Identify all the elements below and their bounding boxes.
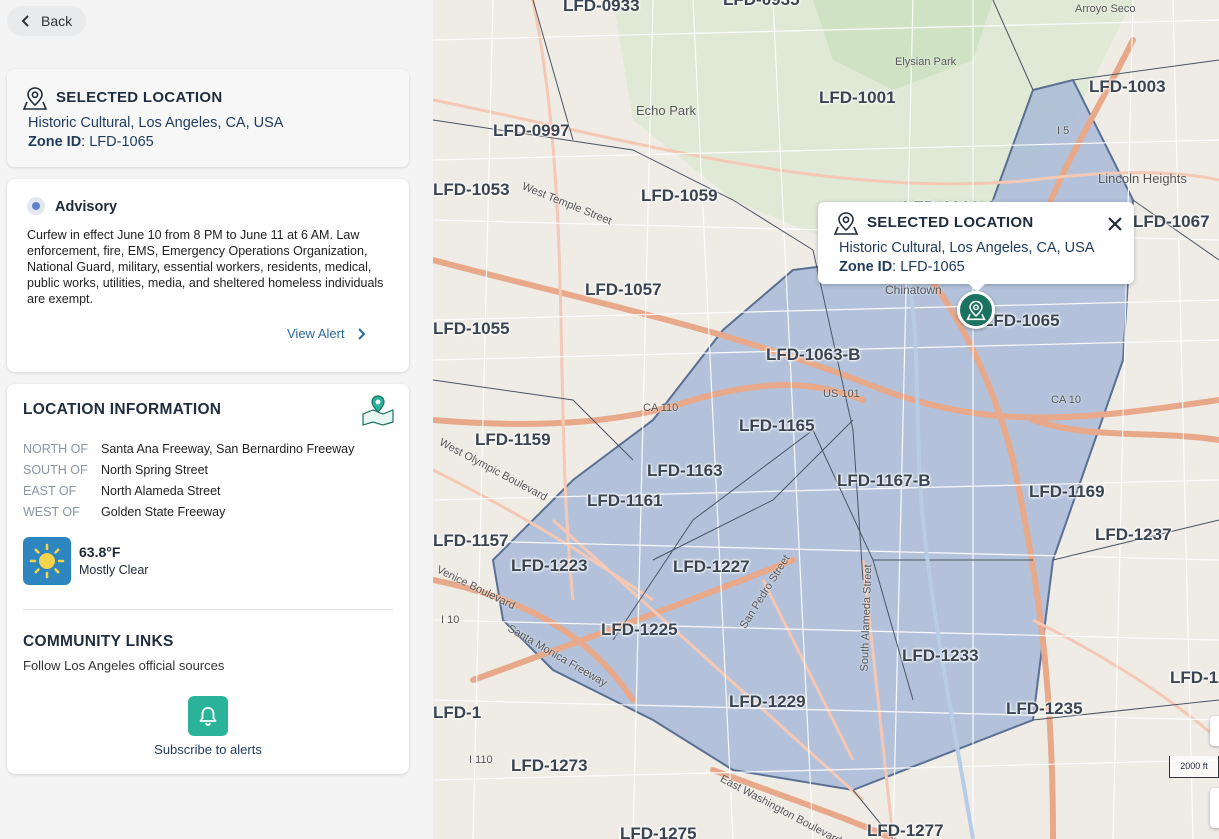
west-of-value: Golden State Freeway [101, 505, 226, 519]
side-panel: Back SELECTED LOCATION Historic Cultural… [0, 0, 433, 839]
map-location-icon [362, 395, 394, 426]
zone-label: LFD-1 [433, 703, 482, 722]
zone-label: LFD-1167-B [837, 471, 931, 490]
north-of-value: Santa Ana Freeway, San Bernardino Freewa… [101, 442, 355, 456]
zone-label: LFD-0935 [723, 0, 800, 10]
close-icon[interactable] [1106, 215, 1124, 233]
zone-label: LFD-1063-B [766, 345, 861, 364]
zone-id-label: Zone ID [28, 134, 82, 150]
zone-label: LFD-0933 [563, 0, 640, 15]
map-zoom-control[interactable] [1210, 788, 1219, 828]
zone-label: LFD-1227 [673, 557, 750, 576]
popup-title: SELECTED LOCATION [867, 214, 1034, 231]
view-alert-label: View Alert [287, 326, 345, 341]
popup-address: Historic Cultural, Los Angeles, CA, USA [839, 240, 1095, 256]
zone-label: LFD-1235 [1006, 699, 1083, 718]
subscribe-button[interactable] [188, 696, 228, 736]
weather-condition: Mostly Clear [79, 563, 149, 577]
zone-id: Zone ID: LFD-1065 [28, 134, 154, 150]
zone-label: LFD-1159 [475, 430, 551, 449]
location-pin-icon [966, 300, 986, 321]
map-control-button[interactable] [1210, 716, 1219, 746]
chevron-right-icon [357, 327, 365, 340]
zone-label: LFD-1065 [983, 311, 1060, 330]
place-label: Lincoln Heights [1098, 171, 1187, 186]
north-of-label: NORTH OF [23, 442, 89, 456]
west-of-label: WEST OF [23, 505, 80, 519]
community-links-subtitle: Follow Los Angeles official sources [23, 658, 225, 673]
advisory-dot-icon [27, 197, 45, 215]
place-label: I 110 [469, 754, 493, 766]
zone-label: LFD-1233 [902, 646, 979, 665]
zone-label: LFD-1055 [433, 319, 510, 338]
place-label: CA 110 [643, 402, 679, 414]
view-alert-link[interactable]: View Alert [287, 326, 367, 341]
place-label: Chinatown [885, 283, 942, 297]
chevron-left-icon [21, 15, 29, 27]
place-label: Echo Park [636, 103, 696, 118]
community-links-title: COMMUNITY LINKS [23, 633, 174, 650]
zone-label: LFD-1277 [867, 821, 944, 839]
zone-label: LFD-12 [1170, 668, 1219, 687]
selected-location-title: SELECTED LOCATION [56, 89, 223, 106]
back-label: Back [41, 13, 73, 29]
location-pin-icon [22, 87, 48, 110]
advisory-card: Advisory Curfew in effect June 10 from 8… [7, 179, 409, 372]
south-of-label: SOUTH OF [23, 463, 88, 477]
popup-zone-value: LFD-1065 [900, 259, 965, 275]
selected-location-card: SELECTED LOCATION Historic Cultural, Los… [7, 69, 409, 167]
location-information-card: LOCATION INFORMATION NORTH OF Santa Ana … [7, 384, 409, 774]
zone-label: LFD-1157 [433, 531, 509, 550]
subscribe-label[interactable]: Subscribe to alerts [154, 742, 262, 757]
zone-id-value: LFD-1065 [89, 134, 154, 150]
place-label: CA 10 [1051, 394, 1081, 406]
zone-label: LFD-1223 [511, 556, 588, 575]
zone-label: LFD-1165 [739, 416, 815, 435]
zone-label: LFD-1237 [1095, 525, 1172, 544]
place-label: US 101 [823, 388, 860, 400]
bell-icon [199, 707, 217, 726]
advisory-title: Advisory [55, 199, 118, 215]
selected-location-address: Historic Cultural, Los Angeles, CA, USA [28, 115, 284, 131]
east-of-value: North Alameda Street [101, 484, 221, 498]
zone-label: LFD-1067 [1133, 212, 1210, 231]
zone-label: LFD-1057 [585, 280, 662, 299]
map-scale: 2000 ft [1169, 756, 1219, 778]
zone-label: LFD-1163 [647, 461, 723, 480]
zone-label: LFD-0997 [493, 121, 570, 140]
zone-label: LFD-1059 [641, 186, 718, 205]
zone-label: LFD-1169 [1029, 482, 1105, 501]
zone-label: LFD-1001 [819, 88, 896, 107]
zone-label: LFD-1275 [620, 824, 697, 839]
advisory-text: Curfew in effect June 10 from 8 PM to Ju… [27, 228, 384, 306]
east-of-label: EAST OF [23, 484, 77, 498]
back-button[interactable]: Back [7, 6, 86, 36]
selected-location-popup: SELECTED LOCATION Historic Cultural, Los… [818, 202, 1134, 292]
weather-icon [23, 537, 71, 585]
popup-zone-label: Zone ID [839, 259, 893, 275]
zone-label: LFD-1225 [601, 620, 678, 639]
location-information-title: LOCATION INFORMATION [23, 401, 222, 418]
zone-label: LFD-1003 [1089, 77, 1166, 96]
place-label: I 10 [441, 614, 460, 626]
zone-label: LFD-1273 [511, 756, 588, 775]
popup-zone-id: Zone ID: LFD-1065 [839, 259, 965, 275]
sun-icon [29, 543, 65, 579]
zone-label: LFD-1161 [587, 491, 663, 510]
weather-temperature: 63.8°F [79, 544, 121, 560]
divider [23, 609, 393, 610]
south-of-value: North Spring Street [101, 463, 208, 477]
zone-label: LFD-1229 [729, 692, 806, 711]
map-view[interactable]: LFD-0933 LFD-0935 LFD-1001 LFD-1003 LFD-… [433, 0, 1219, 839]
location-pin-icon [833, 212, 859, 235]
place-label: Arroyo Seco [1075, 3, 1136, 15]
place-label: Elysian Park [895, 56, 957, 68]
place-label: I 5 [1057, 125, 1070, 137]
location-marker[interactable] [957, 291, 995, 329]
zone-label: LFD-1053 [433, 180, 510, 199]
